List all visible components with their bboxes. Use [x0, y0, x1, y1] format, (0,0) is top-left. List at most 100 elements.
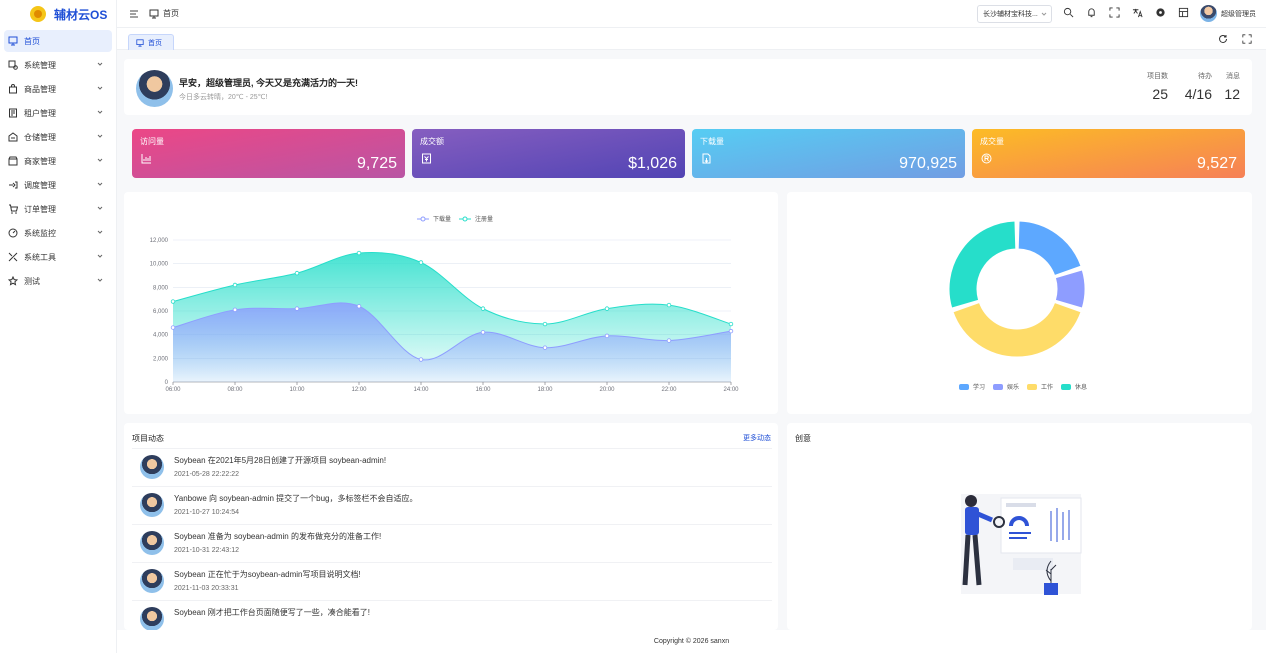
sidebar-item-6[interactable]: 调度管理	[4, 174, 112, 196]
list-item[interactable]: Soybean 准备为 soybean-admin 的发布做充分的准备工作! 20…	[132, 524, 772, 561]
trademark-icon	[981, 153, 992, 164]
avatar	[140, 455, 164, 479]
data-point[interactable]	[170, 325, 176, 330]
data-point[interactable]	[542, 321, 548, 327]
avatar	[136, 70, 173, 107]
data-point[interactable]	[232, 307, 238, 313]
sidebar-item-4[interactable]: 仓储管理	[4, 126, 112, 148]
sidebar-item-0[interactable]: 首页	[4, 30, 112, 52]
x-tick-label: 08:00	[227, 387, 243, 393]
sidebar-item-label: 测试	[24, 276, 40, 286]
avatar	[1200, 5, 1217, 22]
data-point[interactable]	[480, 330, 486, 335]
data-point[interactable]	[728, 328, 734, 334]
greeting-text: 早安，超级管理员, 今天又是充满活力的一天!	[179, 78, 358, 88]
menu-toggle-icon[interactable]	[129, 9, 139, 19]
avatar	[140, 531, 164, 555]
y-tick-label: 10,000	[150, 262, 169, 268]
user-name: 超级管理员	[1221, 10, 1256, 18]
footer: Copyright © 2026 sanxn	[117, 630, 1266, 653]
sidebar-item-1[interactable]: 系统管理	[4, 54, 112, 76]
user-menu[interactable]: 超级管理员	[1200, 5, 1256, 22]
weather-text: 今日多云转晴，20℃ - 25℃!	[179, 94, 268, 101]
x-tick-label: 12:00	[351, 387, 367, 393]
stat-card-title: 成交量	[980, 137, 1004, 146]
donut-chart	[948, 220, 1086, 358]
chevron-down-icon	[96, 204, 104, 212]
data-point[interactable]	[356, 250, 362, 256]
data-point[interactable]	[480, 306, 486, 311]
legend-swatch[interactable]	[1061, 383, 1072, 390]
legend-swatch[interactable]	[1027, 383, 1038, 390]
sidebar-item-2[interactable]: 商品管理	[4, 78, 112, 100]
sidebar-item-3[interactable]: 租户管理	[4, 102, 112, 124]
sidebar-item-label: 系统监控	[24, 228, 56, 238]
legend-swatch[interactable]	[993, 383, 1004, 390]
data-point[interactable]	[542, 345, 548, 350]
data-point[interactable]	[356, 304, 362, 309]
more-link[interactable]: 更多动态	[743, 435, 771, 442]
data-point[interactable]	[418, 260, 424, 265]
sidebar-item-9[interactable]: 系统工具	[4, 246, 112, 268]
top-header: 首页 长沙辅材宝科技... 超级管理员	[117, 0, 1266, 28]
pie-slice[interactable]	[948, 220, 1017, 309]
creative-card: 创意	[787, 423, 1252, 630]
x-tick-label: 10:00	[289, 387, 305, 393]
tenant-icon	[8, 108, 18, 118]
chevron-down-icon	[96, 84, 104, 92]
app-logo[interactable]: 辅材云OS	[0, 0, 116, 28]
sidebar-item-5[interactable]: 商家管理	[4, 150, 112, 172]
list-item[interactable]: Yanbowe 向 soybean-admin 提交了一个bug，多标签栏不会自…	[132, 486, 772, 523]
bell-icon[interactable]	[1086, 7, 1097, 18]
sidebar-item-label: 首页	[24, 36, 40, 46]
data-point[interactable]	[294, 306, 300, 311]
sidebar-item-8[interactable]: 系统监控	[4, 222, 112, 244]
pie-slice[interactable]	[1054, 269, 1086, 309]
legend-marker-download[interactable]	[417, 216, 429, 222]
sidebar-item-label: 商家管理	[24, 156, 56, 166]
data-point[interactable]	[666, 302, 672, 308]
data-point[interactable]	[728, 321, 734, 327]
search-icon[interactable]	[1063, 7, 1074, 18]
data-point[interactable]	[170, 299, 176, 304]
fullscreen-icon[interactable]	[1109, 7, 1120, 18]
fullscreen-icon[interactable]	[1242, 34, 1252, 44]
copyright-text: Copyright © 2026 sanxn	[653, 638, 730, 645]
tenant-select[interactable]: 长沙辅材宝科技...	[977, 5, 1052, 23]
bar-chart-icon	[141, 154, 151, 164]
pie-slice[interactable]	[1017, 220, 1082, 277]
area-chart: 0 2,000 4,000 6,000 8,000 10,000 12,000 06:00 08…	[150, 238, 740, 393]
refresh-icon[interactable]	[1218, 34, 1228, 44]
breadcrumb[interactable]: 首页	[149, 8, 179, 19]
sidebar-item-10[interactable]: 测试	[4, 270, 112, 292]
legend-swatch[interactable]	[959, 383, 969, 390]
data-point[interactable]	[294, 270, 300, 276]
list-item[interactable]: Soybean 正在忙于为soybean-admin写项目说明文档! 2021-1…	[132, 562, 772, 599]
data-point[interactable]	[418, 357, 424, 362]
feed-text: Soybean 在2021年5月28日创建了开源项目 soybean-admin…	[174, 456, 387, 465]
stat-card-0: 访问量 9,725	[132, 129, 405, 178]
list-item[interactable]: Soybean 刚才把工作台页面随便写了一些，凑合能看了!	[132, 600, 772, 630]
theme-icon[interactable]	[1155, 7, 1166, 18]
stat-card-value: $1,026	[628, 155, 677, 172]
sidebar-item-7[interactable]: 订单管理	[4, 198, 112, 220]
pie-slice[interactable]	[952, 301, 1082, 358]
data-point[interactable]	[666, 338, 672, 343]
translate-icon[interactable]	[1132, 7, 1143, 18]
series-line-1	[172, 251, 732, 325]
y-tick-label: 0	[165, 380, 169, 386]
sidebar-item-label: 调度管理	[24, 180, 56, 190]
data-point[interactable]	[604, 333, 610, 339]
data-point[interactable]	[604, 306, 610, 311]
x-tick-label: 18:00	[537, 387, 553, 393]
data-point[interactable]	[232, 282, 238, 288]
tab-home[interactable]: 首页	[128, 34, 174, 50]
legend-marker-register[interactable]	[459, 216, 472, 222]
sidebar-item-label: 系统工具	[24, 252, 56, 262]
layout-icon[interactable]	[1178, 7, 1189, 18]
list-item[interactable]: Soybean 在2021年5月28日创建了开源项目 soybean-admin…	[132, 448, 772, 485]
monitor-icon	[136, 38, 144, 47]
x-tick-label: 22:00	[661, 387, 677, 393]
stat-card-title: 访问量	[140, 137, 164, 146]
stat-card-3: 成交量 9,527	[972, 129, 1245, 178]
